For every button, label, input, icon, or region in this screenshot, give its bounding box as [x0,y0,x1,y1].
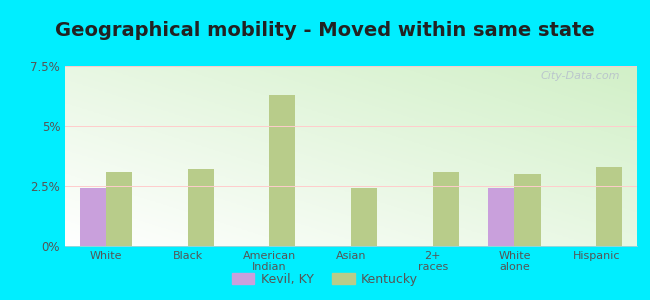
Bar [188,169,214,246]
Text: City-Data.com: City-Data.com [540,71,620,81]
Bar [596,167,622,246]
Bar [269,95,296,246]
Bar [433,172,459,246]
Bar [80,188,106,246]
Bar [514,174,541,246]
Bar [351,188,377,246]
Bar [488,188,514,246]
Text: Geographical mobility - Moved within same state: Geographical mobility - Moved within sam… [55,21,595,40]
Bar [106,172,132,246]
Legend: Kevil, KY, Kentucky: Kevil, KY, Kentucky [227,268,423,291]
